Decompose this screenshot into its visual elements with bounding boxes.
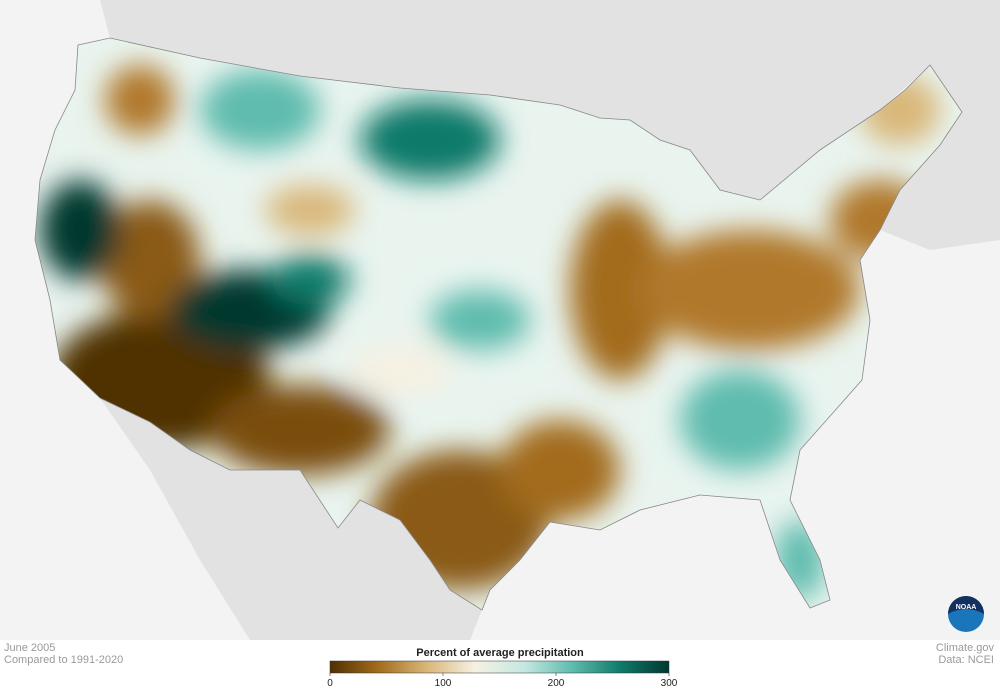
noaa-logo: NOAA <box>948 596 984 632</box>
mexico <box>100 398 482 640</box>
data-credit: Data: NCEI <box>938 654 994 666</box>
baseline: Compared to 1991-2020 <box>4 654 123 666</box>
tick-label: 100 <box>435 678 452 689</box>
date: June 2005 <box>4 642 55 654</box>
source: Climate.gov <box>936 642 995 654</box>
tick-label: 0 <box>327 678 333 689</box>
tick-label: 300 <box>661 678 678 689</box>
color-scale <box>329 660 670 674</box>
us-outline <box>34 37 963 611</box>
tick-label: 200 <box>548 678 565 689</box>
logo-text: NOAA <box>956 604 977 611</box>
legend-title: Percent of average precipitation <box>416 647 584 659</box>
